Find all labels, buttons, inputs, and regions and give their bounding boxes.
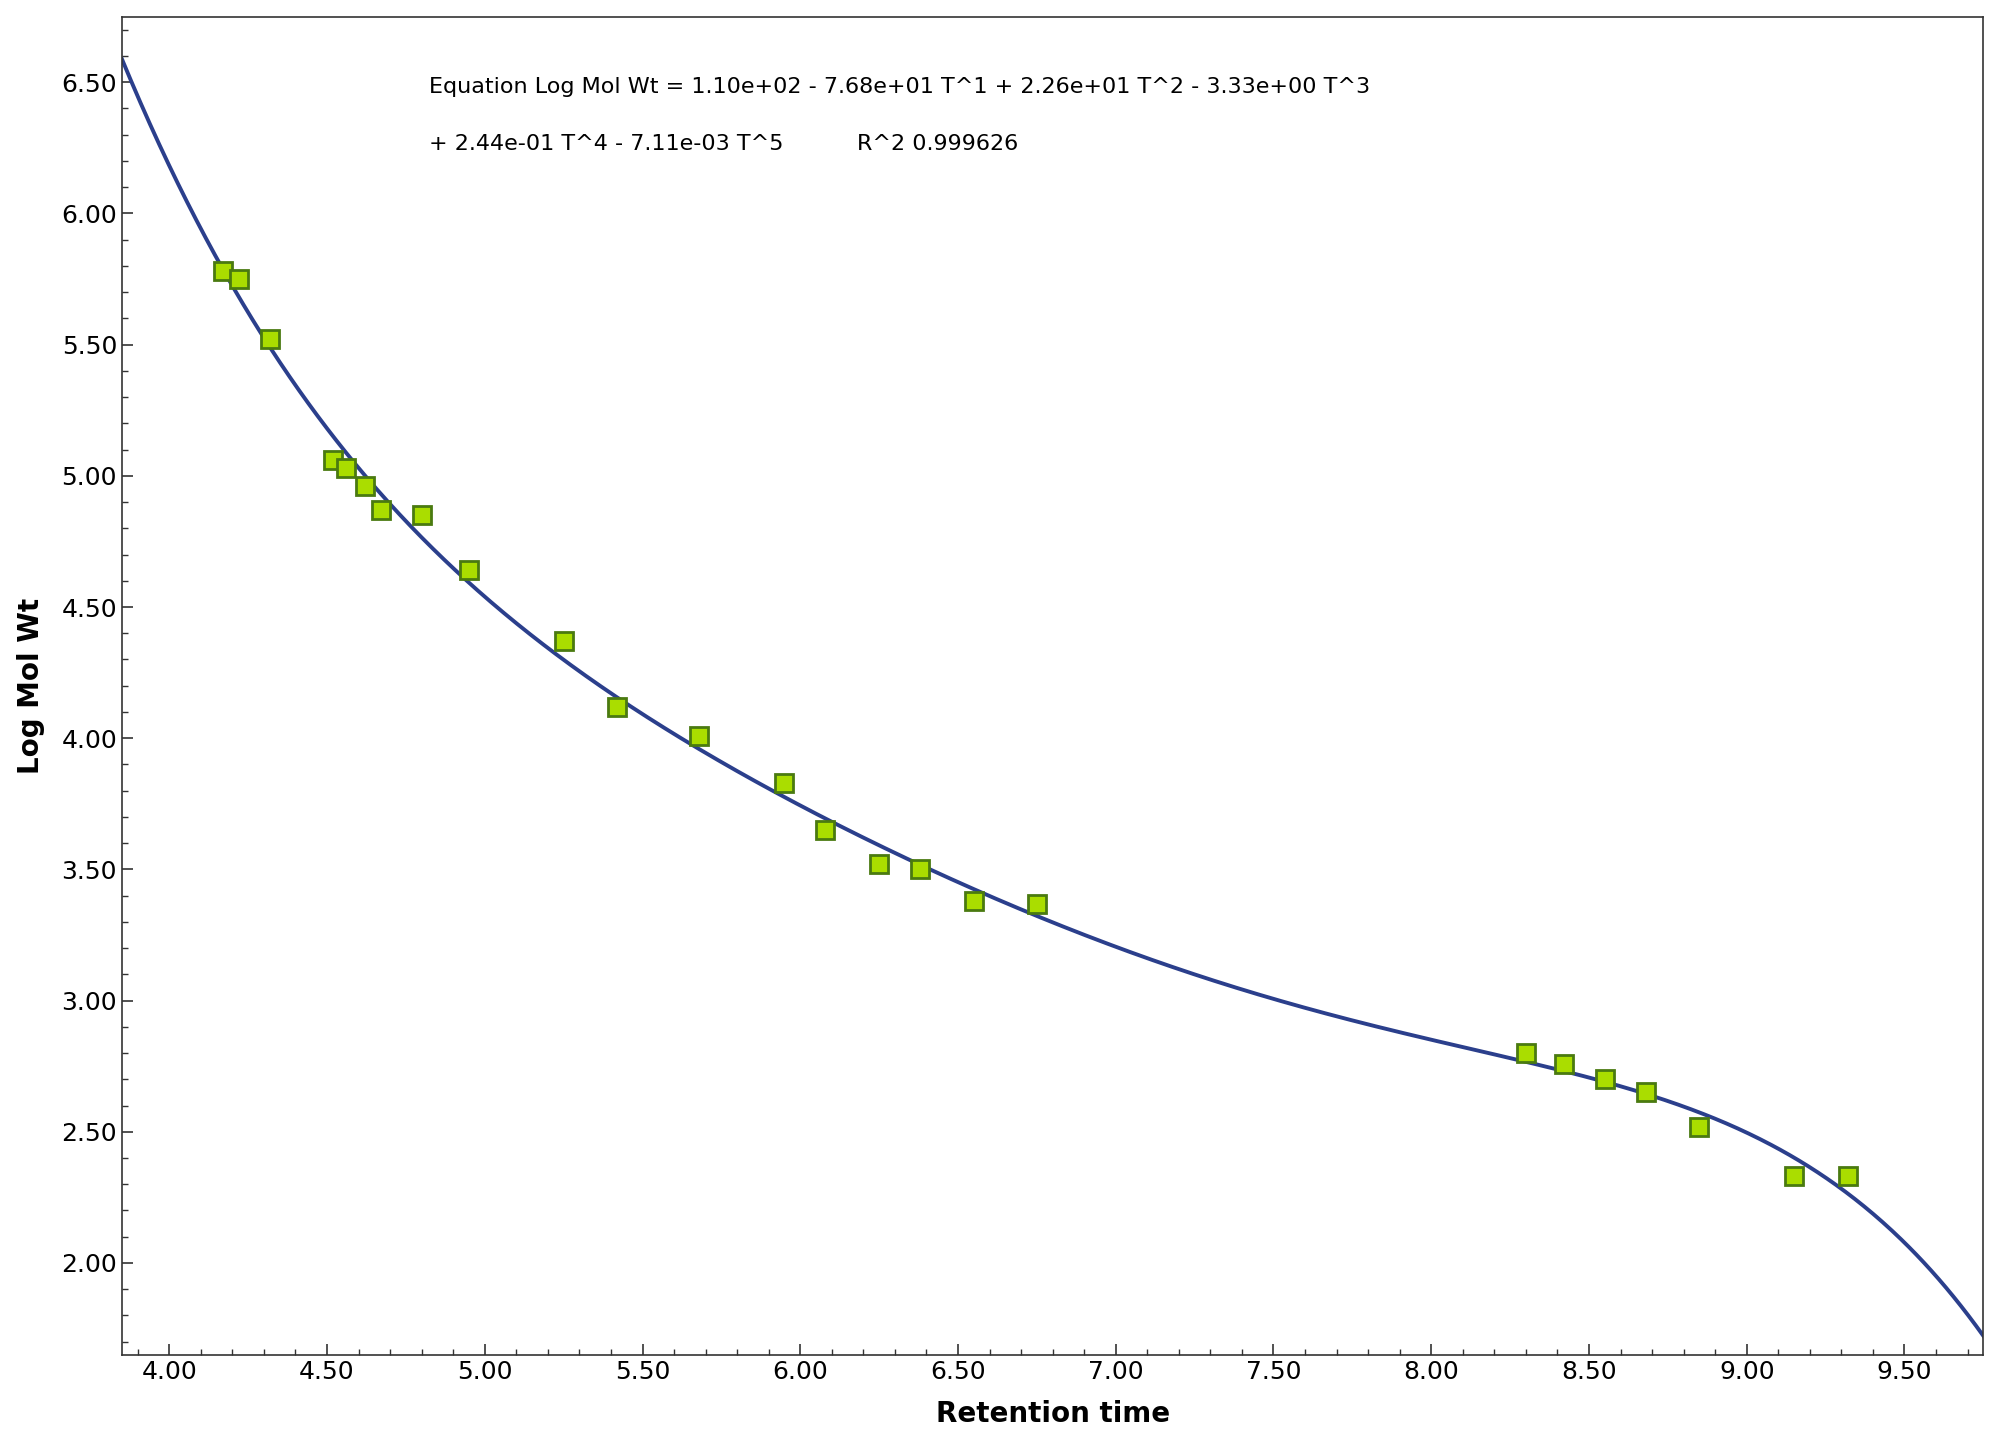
Y-axis label: Log Mol Wt: Log Mol Wt <box>16 598 44 775</box>
Text: Equation Log Mol Wt = 1.10e+02 - 7.68e+01 T^1 + 2.26e+01 T^2 - 3.33e+00 T^3: Equation Log Mol Wt = 1.10e+02 - 7.68e+0… <box>430 77 1370 97</box>
X-axis label: Retention time: Retention time <box>936 1400 1170 1428</box>
Text: + 2.44e-01 T^4 - 7.11e-03 T^5: + 2.44e-01 T^4 - 7.11e-03 T^5 <box>430 134 784 155</box>
Text: R^2 0.999626: R^2 0.999626 <box>858 134 1018 155</box>
